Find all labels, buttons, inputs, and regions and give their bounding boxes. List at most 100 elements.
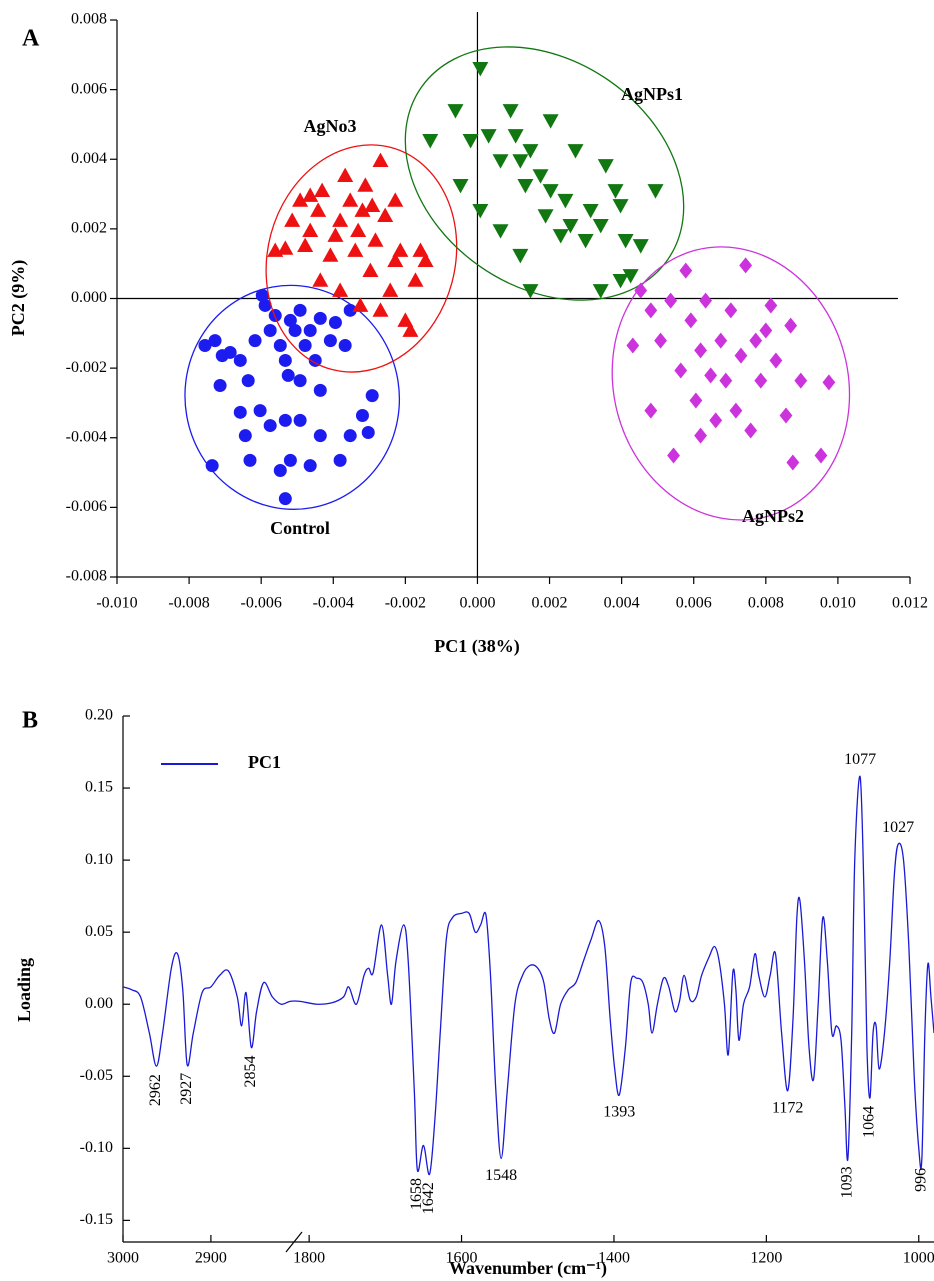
point xyxy=(255,288,269,302)
point xyxy=(347,242,364,257)
y-tick-label: -0.006 xyxy=(66,498,107,515)
point xyxy=(253,404,267,418)
point xyxy=(412,242,429,257)
point xyxy=(644,302,658,319)
point xyxy=(332,282,349,297)
point xyxy=(343,429,357,443)
y-tick-label: -0.008 xyxy=(66,568,107,585)
y-tick-label: -0.15 xyxy=(80,1211,113,1228)
point xyxy=(729,402,743,419)
x-tick-label: 3000 xyxy=(107,1250,139,1267)
point xyxy=(302,222,319,238)
point xyxy=(263,324,277,338)
point xyxy=(382,282,399,297)
point xyxy=(322,247,339,262)
y-tick-label: 0.008 xyxy=(71,11,107,28)
point xyxy=(313,429,327,443)
point xyxy=(759,322,773,339)
point xyxy=(754,372,768,389)
x-tick-label: 0.000 xyxy=(459,595,495,612)
point xyxy=(387,252,404,267)
point xyxy=(392,242,409,257)
point xyxy=(684,312,698,329)
point xyxy=(303,459,317,473)
x-tick-label: -0.010 xyxy=(96,595,137,612)
y-tick-label: -0.10 xyxy=(80,1139,113,1156)
point xyxy=(472,204,489,219)
loading-line xyxy=(122,775,934,1175)
point xyxy=(764,297,778,314)
confidence-ellipse xyxy=(611,246,851,521)
point xyxy=(354,202,371,217)
point xyxy=(312,272,329,287)
point xyxy=(278,492,292,506)
y-tick-label: 0.002 xyxy=(71,220,107,237)
series-label: AgNPs2 xyxy=(742,506,804,526)
point xyxy=(332,212,349,227)
point xyxy=(714,332,728,349)
series-diamond xyxy=(626,257,836,471)
point xyxy=(288,324,302,338)
point xyxy=(694,342,707,359)
point xyxy=(704,367,718,384)
y-tick-label: -0.002 xyxy=(66,359,107,376)
series-label: Control xyxy=(270,518,330,538)
point xyxy=(364,197,381,212)
point xyxy=(612,199,629,214)
point xyxy=(647,184,664,199)
point xyxy=(562,218,579,234)
point xyxy=(333,453,347,467)
point xyxy=(205,459,219,473)
point xyxy=(352,297,369,312)
y-tick-label: 0.05 xyxy=(85,923,113,940)
point xyxy=(779,407,793,424)
point xyxy=(417,252,434,267)
peak-label: 1172 xyxy=(772,1099,803,1116)
point xyxy=(367,232,384,247)
point xyxy=(338,338,352,352)
peak-label: 1093 xyxy=(839,1166,856,1198)
point xyxy=(822,374,836,391)
point xyxy=(694,427,707,444)
point xyxy=(313,311,327,325)
point xyxy=(462,134,479,149)
point xyxy=(213,379,227,393)
point xyxy=(626,337,640,354)
point xyxy=(258,298,272,312)
peak-label: 1548 xyxy=(485,1167,517,1184)
point xyxy=(327,227,344,242)
confidence-ellipse xyxy=(184,284,401,510)
point xyxy=(567,144,584,159)
peak-label: 2854 xyxy=(242,1055,259,1087)
point xyxy=(387,192,404,207)
point xyxy=(517,178,534,194)
point xyxy=(557,193,574,209)
point xyxy=(537,209,554,224)
point xyxy=(709,412,723,429)
peak-label: 1077 xyxy=(844,751,876,768)
x-tick-label: 0.004 xyxy=(604,595,640,612)
series-triangle-down xyxy=(422,61,664,299)
point xyxy=(447,104,464,119)
x-tick-label: 0.008 xyxy=(748,595,784,612)
point xyxy=(786,454,800,471)
peak-label: 2962 xyxy=(147,1074,164,1106)
point xyxy=(422,134,439,149)
point xyxy=(263,419,277,433)
point xyxy=(532,169,549,184)
x-tick-label: 1800 xyxy=(293,1250,325,1267)
point xyxy=(238,429,252,443)
series-circle xyxy=(198,288,379,506)
point xyxy=(397,312,414,327)
point xyxy=(674,362,688,379)
panel-label: A xyxy=(22,26,40,52)
point xyxy=(492,154,509,169)
point xyxy=(283,453,297,467)
y-axis-title: PC2 (9%) xyxy=(8,260,29,336)
point xyxy=(208,334,222,348)
point xyxy=(542,184,559,199)
point xyxy=(592,218,609,234)
point xyxy=(302,187,319,202)
point xyxy=(298,338,312,352)
